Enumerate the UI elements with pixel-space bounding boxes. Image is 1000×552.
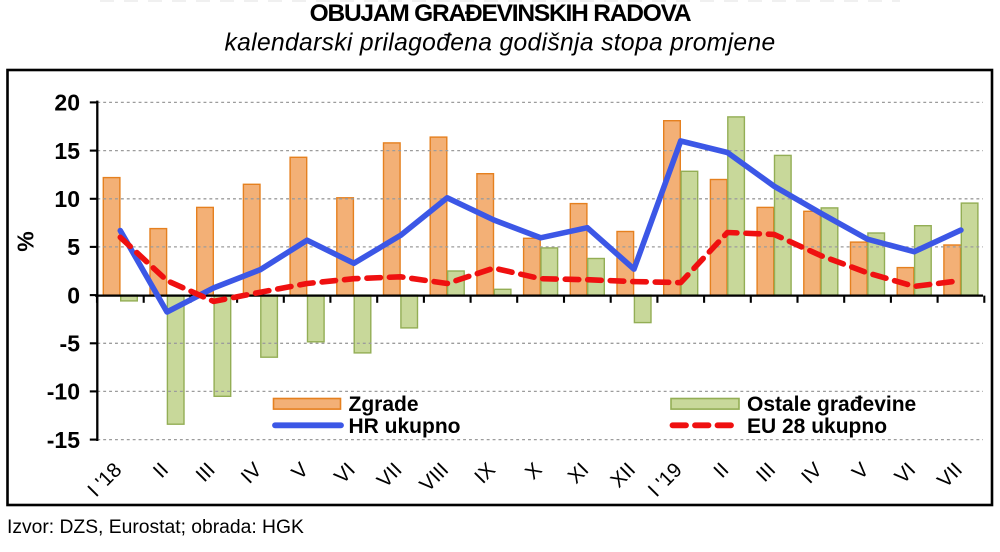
svg-text:-5: -5: [60, 331, 81, 357]
svg-text:-10: -10: [47, 379, 80, 405]
svg-text:5: 5: [67, 234, 80, 260]
svg-text:15: 15: [54, 138, 80, 164]
svg-text:kalendarski prilagođena godišn: kalendarski prilagođena godišnja stopa p…: [224, 30, 775, 57]
svg-text:Izvor: DZS, Eurostat; obrada:: Izvor: DZS, Eurostat; obrada: HGK: [7, 517, 304, 538]
svg-text:-15: -15: [47, 427, 80, 453]
svg-text:EU 28 ukupno: EU 28 ukupno: [747, 415, 887, 438]
svg-text:20: 20: [54, 90, 80, 116]
svg-text:0: 0: [67, 282, 80, 308]
svg-text:Zgrade: Zgrade: [349, 393, 419, 416]
svg-text:OBUJAM GRAĐEVINSKIH RADOVA: OBUJAM GRAĐEVINSKIH RADOVA: [310, 0, 692, 27]
svg-text:Ostale građevine: Ostale građevine: [747, 393, 916, 416]
svg-text:HR ukupno: HR ukupno: [349, 415, 461, 438]
svg-text:%: %: [13, 231, 39, 251]
svg-text:10: 10: [54, 186, 80, 212]
